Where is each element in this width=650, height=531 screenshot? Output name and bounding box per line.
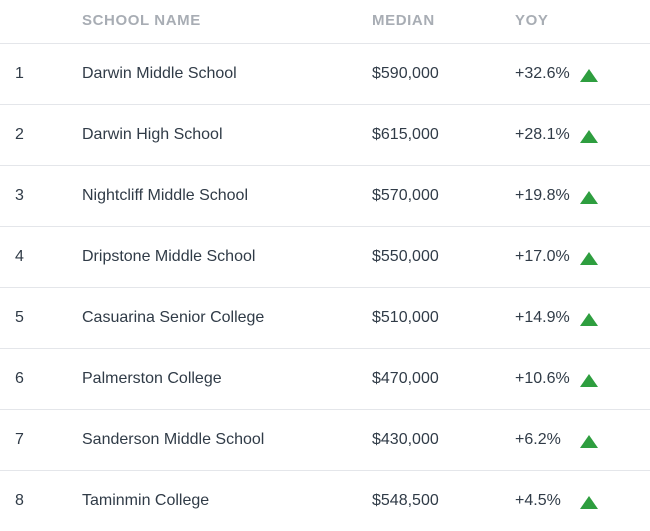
yoy-cell: +14.9% bbox=[515, 309, 570, 326]
school-name-cell: Darwin High School bbox=[82, 126, 223, 143]
yoy-cell: +17.0% bbox=[515, 248, 570, 265]
up-arrow-icon bbox=[580, 496, 598, 509]
yoy-cell: +4.5% bbox=[515, 492, 561, 509]
table-header: SCHOOL NAME MEDIAN YOY bbox=[0, 0, 650, 44]
median-cell: $430,000 bbox=[372, 431, 439, 448]
up-arrow-icon bbox=[580, 69, 598, 82]
up-arrow-icon bbox=[580, 374, 598, 387]
median-cell: $548,500 bbox=[372, 492, 439, 509]
rank-cell: 5 bbox=[15, 309, 24, 326]
median-cell: $570,000 bbox=[372, 187, 439, 204]
rank-cell: 6 bbox=[15, 370, 24, 387]
table-row[interactable]: 6 Palmerston College $470,000 +10.6% bbox=[0, 349, 650, 410]
school-name-cell: Palmerston College bbox=[82, 370, 222, 387]
rank-cell: 8 bbox=[15, 492, 24, 509]
median-cell: $470,000 bbox=[372, 370, 439, 387]
school-name-cell: Nightcliff Middle School bbox=[82, 187, 249, 204]
median-cell: $510,000 bbox=[372, 309, 439, 326]
median-cell: $550,000 bbox=[372, 248, 439, 265]
header-median[interactable]: MEDIAN bbox=[372, 12, 435, 29]
yoy-cell: +6.2% bbox=[515, 431, 561, 448]
rank-cell: 4 bbox=[15, 248, 24, 265]
up-arrow-icon bbox=[580, 130, 598, 143]
header-yoy[interactable]: YOY bbox=[515, 12, 549, 29]
up-arrow-icon bbox=[580, 435, 598, 448]
school-name-cell: Taminmin College bbox=[82, 492, 210, 509]
school-name-cell: Dripstone Middle School bbox=[82, 248, 256, 265]
yoy-cell: +28.1% bbox=[515, 126, 570, 143]
table-row[interactable]: 8 Taminmin College $548,500 +4.5% bbox=[0, 471, 650, 531]
table-row[interactable]: 3 Nightcliff Middle School $570,000 +19.… bbox=[0, 166, 650, 227]
yoy-cell: +10.6% bbox=[515, 370, 570, 387]
up-arrow-icon bbox=[580, 191, 598, 204]
median-cell: $615,000 bbox=[372, 126, 439, 143]
up-arrow-icon bbox=[580, 313, 598, 326]
rank-cell: 7 bbox=[15, 431, 24, 448]
yoy-cell: +32.6% bbox=[515, 65, 570, 82]
table-row[interactable]: 5 Casuarina Senior College $510,000 +14.… bbox=[0, 288, 650, 349]
yoy-cell: +19.8% bbox=[515, 187, 570, 204]
rank-cell: 1 bbox=[15, 65, 24, 82]
up-arrow-icon bbox=[580, 252, 598, 265]
rank-cell: 2 bbox=[15, 126, 24, 143]
school-name-cell: Casuarina Senior College bbox=[82, 309, 265, 326]
median-cell: $590,000 bbox=[372, 65, 439, 82]
table-row[interactable]: 1 Darwin Middle School $590,000 +32.6% bbox=[0, 44, 650, 105]
table-row[interactable]: 4 Dripstone Middle School $550,000 +17.0… bbox=[0, 227, 650, 288]
rank-cell: 3 bbox=[15, 187, 24, 204]
table-row[interactable]: 7 Sanderson Middle School $430,000 +6.2% bbox=[0, 410, 650, 471]
table-row[interactable]: 2 Darwin High School $615,000 +28.1% bbox=[0, 105, 650, 166]
header-school-name[interactable]: SCHOOL NAME bbox=[82, 12, 201, 29]
school-name-cell: Sanderson Middle School bbox=[82, 431, 265, 448]
school-name-cell: Darwin Middle School bbox=[82, 65, 237, 82]
